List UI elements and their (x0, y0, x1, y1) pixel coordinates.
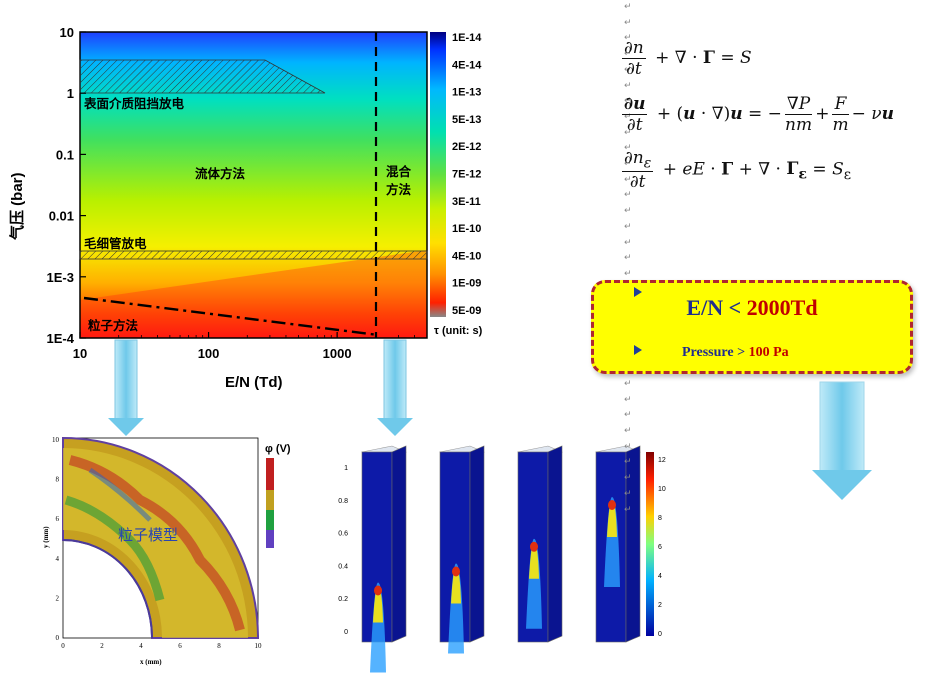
region-label-surface-dbd: 表面介质阻挡放电 (83, 96, 185, 111)
colorbar-label: 2E-12 (452, 141, 481, 153)
streamer-sim-panels: 1 0.8 0.6 0.4 0.2 0 12 10 8 6 4 2 0 (338, 445, 666, 673)
colorbar-label: 3E-11 (452, 196, 481, 208)
callout-line-en: E/N < 2000Td (686, 295, 818, 320)
region-label-hybrid: 混合方法 (386, 164, 412, 197)
fluid-equations: ∂n ∂t + ∇ · Γ = S ∂u ∂t + (u · ∇)u = − ∇P nm… (622, 30, 942, 198)
colorbar-label: 4E-10 (452, 250, 481, 262)
surface-dbd-band (79, 59, 326, 94)
arrow-particle-to-model (108, 339, 144, 436)
condition-callout: E/N < 2000Td Pressure > 100 Pa (591, 280, 913, 374)
colorbar-label: 1E-14 (452, 32, 482, 44)
particle-y-label: y (mm) (42, 526, 50, 548)
y-tick-label: 0.1 (56, 147, 74, 162)
particle-x-tick: 4 (139, 642, 143, 650)
colorbar-label: 5E-13 (452, 114, 481, 126)
region-label-capillary: 毛细管放电 (84, 236, 147, 251)
particle-x-tick: 2 (100, 642, 104, 650)
particle-y-tick: 2 (56, 594, 60, 602)
streamer-colorbar-tick: 8 (658, 515, 662, 522)
particle-y-tick: 6 (56, 515, 60, 523)
streamer-y-tick: 0.2 (338, 596, 348, 603)
colorbar (430, 32, 446, 317)
x-axis-ticks: 10 100 1000 (73, 332, 415, 361)
bullet-icon (634, 345, 642, 355)
y-tick-label: 1E-3 (47, 270, 74, 285)
region-label-fluid: 流体方法 (195, 166, 246, 181)
heatmap-red-zone (80, 250, 427, 338)
y-axis-label: 气压 (bar) (8, 172, 26, 241)
streamer-colorbar-tick: 2 (658, 602, 662, 609)
x-axis-label: E/N (Td) (225, 374, 283, 391)
y-tick-label: 0.01 (49, 209, 74, 224)
streamer-colorbar-tick: 0 (658, 631, 662, 638)
arrow-hybrid-to-sim (377, 339, 413, 436)
y-tick-label: 10 (60, 25, 74, 40)
particle-y-tick: 8 (56, 476, 60, 484)
particle-model-plot: φ (V) 粒子模型 x (mm) y (mm) 0 2 4 6 8 10 10 8 6 4 2 0 (42, 436, 291, 666)
streamer-panel: 1 0.8 0.6 0.4 0.2 0 (338, 445, 408, 673)
particle-x-tick: 0 (61, 642, 65, 650)
particle-boundary-line (83, 296, 379, 337)
y-tick-label: 1 (67, 86, 74, 101)
arrow-callout-down (812, 381, 872, 500)
streamer-colorbar: 12 10 8 6 4 2 0 (646, 452, 666, 638)
particle-y-tick: 0 (56, 634, 60, 642)
energy-equation: ∂nε ∂t + eE · Γ + ∇ · Γε = Sε (622, 147, 852, 193)
colorbar-unit-label: τ (unit: s) (434, 325, 483, 337)
region-label-particle: 粒子方法 (88, 318, 139, 333)
x-tick-label: 10 (73, 346, 87, 361)
callout-line-pressure: Pressure > 100 Pa (682, 345, 789, 360)
streamer-y-tick: 0.8 (338, 498, 348, 505)
streamer-colorbar-tick: 12 (658, 457, 666, 464)
capillary-band (79, 250, 428, 260)
particle-x-tick: 10 (255, 642, 263, 650)
continuity-equation: ∂n ∂t + ∇ · Γ = S (622, 37, 752, 79)
particle-model-overlay: 粒子模型 (118, 526, 178, 544)
plot-frame (79, 31, 428, 339)
streamer-y-tick: 0 (344, 629, 348, 636)
colorbar-label: 4E-14 (452, 59, 482, 71)
x-tick-label: 100 (198, 346, 220, 361)
streamer-panel (438, 445, 486, 654)
particle-y-tick: 4 (56, 555, 60, 563)
bullet-icon (634, 287, 642, 297)
y-tick-label: 1E-4 (47, 331, 75, 346)
streamer-y-tick: 0.6 (338, 531, 348, 538)
particle-x-tick: 6 (178, 642, 182, 650)
streamer-panel (594, 445, 642, 643)
streamer-colorbar-tick: 6 (658, 544, 662, 551)
particle-y-tick: 10 (52, 436, 60, 444)
particle-legend-title: φ (V) (265, 443, 291, 455)
streamer-panel (516, 445, 564, 643)
colorbar-label: 1E-09 (452, 278, 481, 290)
colorbar-ticks: 1E-14 4E-14 1E-13 5E-13 2E-12 7E-12 3E-11 1E-10… (452, 32, 482, 317)
streamer-y-tick: 0.4 (338, 563, 348, 570)
x-tick-label: 1000 (323, 346, 352, 361)
streamer-colorbar-tick: 4 (658, 573, 662, 580)
y-axis-ticks: 10 1 0.1 0.01 1E-3 1E-4 (47, 25, 86, 346)
particle-x-tick: 8 (217, 642, 221, 650)
colorbar-label: 7E-12 (452, 169, 481, 181)
colorbar-label: 1E-10 (452, 223, 481, 235)
streamer-colorbar-tick: 10 (658, 486, 666, 493)
colorbar-label: 5E-09 (452, 305, 481, 317)
particle-x-label: x (mm) (140, 658, 162, 666)
streamer-y-tick: 1 (344, 465, 348, 472)
colorbar-label: 1E-13 (452, 87, 481, 99)
